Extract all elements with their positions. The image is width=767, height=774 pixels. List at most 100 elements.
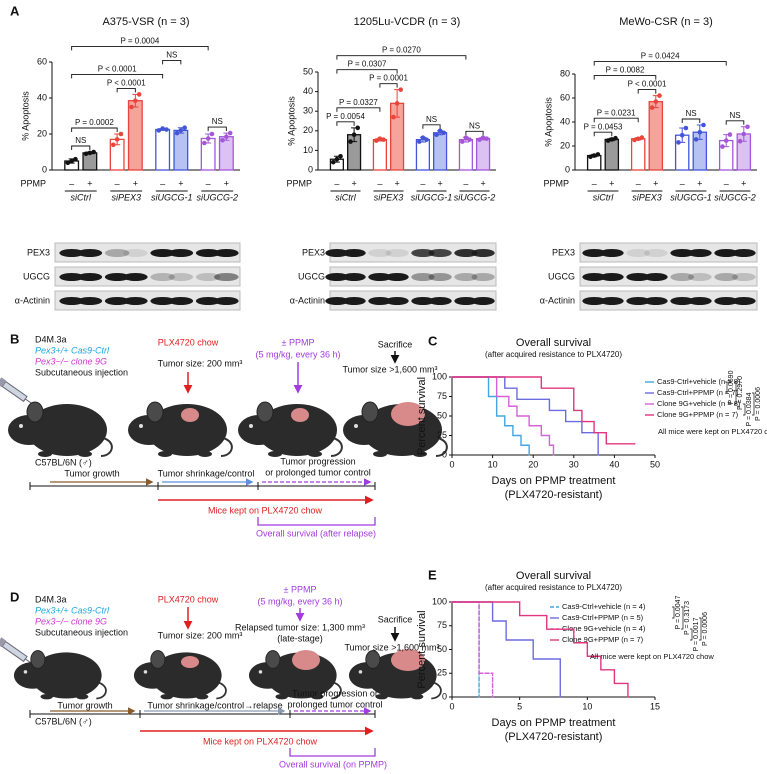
group-label: siUGCG-1 [411, 192, 453, 202]
timeline-tick [29, 482, 376, 490]
x-tick-label: 50 [650, 459, 660, 469]
data-point [351, 132, 357, 138]
y-tick-label: 0 [442, 449, 447, 459]
y-tick-label: 80 [560, 68, 570, 78]
y-tick-label: 40 [37, 92, 47, 102]
panel-label: B [10, 331, 19, 346]
significance-bracket [681, 118, 701, 123]
label: Tumor progression or [292, 688, 378, 698]
significance-bracket [593, 131, 613, 137]
comparison-label: P = 0.0384 [746, 392, 753, 426]
y-tick-label: 50 [437, 410, 447, 420]
survival-step [451, 376, 498, 398]
data-point [73, 156, 78, 162]
significance-bracket [207, 126, 227, 132]
chart-subtitle: (after acquired resistance to PLX4720) [485, 350, 622, 359]
y-axis-label: Percent survival [416, 610, 428, 688]
x-tick-label: – [69, 178, 74, 188]
blot-band [123, 273, 148, 281]
x-tick-label: – [680, 178, 685, 188]
significance-label: P = 0.0231 [597, 108, 636, 117]
x-tick-label: + [741, 178, 746, 188]
blot-band [643, 297, 668, 305]
comparison-bracket [699, 617, 702, 641]
data-point [723, 138, 729, 143]
x-tick-label: + [653, 178, 658, 188]
data-point [355, 125, 361, 131]
label: Sacrifice [378, 339, 413, 349]
data-point [653, 99, 659, 104]
y-tick-label: 100 [432, 371, 447, 381]
x-tick-label: 5 [517, 701, 522, 711]
label: (late-stage) [277, 633, 323, 643]
survival-step [573, 409, 583, 423]
x-tick-label: 15 [650, 701, 660, 711]
label: Tumor size: 200 mm³ [158, 630, 243, 640]
blot-band [195, 297, 221, 305]
row-label: PPMP [286, 178, 312, 188]
y-axis-label: Percent survival [416, 377, 428, 455]
survival-step [487, 395, 498, 417]
y-tick-label: 100 [432, 596, 447, 606]
y-tick-label: 75 [437, 620, 447, 630]
data-point [118, 131, 124, 137]
blot-band [342, 273, 366, 281]
blot-band [626, 297, 651, 305]
data-point [424, 137, 429, 142]
y-tick-label: 60 [560, 92, 570, 102]
label: prolonged tumor control [287, 699, 382, 709]
group-label: siUGCG-1 [670, 192, 712, 202]
data-point [220, 138, 225, 143]
chart-title: MeWo-CSR (n = 3) [619, 16, 713, 28]
blot-band [59, 249, 84, 257]
bracket [289, 748, 376, 757]
data-point [114, 137, 120, 142]
y-tick-label: 30 [303, 106, 313, 116]
comparison-bracket [690, 628, 693, 641]
survival-step [508, 405, 518, 417]
comparison-label: P = 0.0690 [728, 370, 735, 404]
y-tick-label: 50 [437, 644, 447, 654]
note: All mice were kept on PLX4720 chow [590, 652, 714, 661]
data-point [741, 131, 747, 137]
blot-band [325, 273, 349, 281]
blot-band [77, 297, 103, 305]
blot-band [342, 297, 366, 305]
blot-band [385, 249, 409, 257]
y-tick-label: 0 [308, 164, 313, 174]
blot-band [104, 273, 130, 281]
x-tick-label: – [724, 178, 729, 188]
survival-step [516, 398, 551, 412]
blot-band [342, 249, 366, 257]
label: Subcutaneous injection [35, 627, 128, 637]
data-point [676, 140, 681, 145]
bar [372, 138, 388, 171]
data-point [330, 159, 336, 165]
x-tick-label: 30 [569, 459, 579, 469]
blot-band [670, 249, 695, 257]
blot-band [195, 249, 221, 257]
significance-bracket [422, 124, 441, 129]
x-tick-label: + [133, 178, 138, 188]
x-tick-label: 20 [528, 459, 538, 469]
x-tick-label: – [206, 178, 211, 188]
x-tick-label: 40 [609, 459, 619, 469]
survival-step [495, 415, 506, 427]
chart-title: A375-VSR (n = 3) [102, 16, 189, 28]
data-point [416, 139, 422, 144]
data-point [480, 135, 486, 140]
y-tick-label: 75 [437, 391, 447, 401]
group-label: siUGCG-2 [454, 192, 496, 202]
significance-label: NS [685, 109, 696, 118]
y-tick-label: 25 [437, 668, 447, 678]
label: Pex3−/− clone 9G [35, 616, 107, 626]
blot-band [168, 297, 194, 305]
data-point [69, 158, 74, 164]
comparison-bracket [672, 606, 675, 619]
significance-label: P = 0.0453 [584, 122, 623, 131]
blot-band [428, 297, 452, 305]
survival-step [540, 387, 575, 412]
survival-step [518, 614, 548, 630]
significance-label: P < 0.0001 [628, 80, 667, 89]
survival-step [478, 672, 494, 698]
